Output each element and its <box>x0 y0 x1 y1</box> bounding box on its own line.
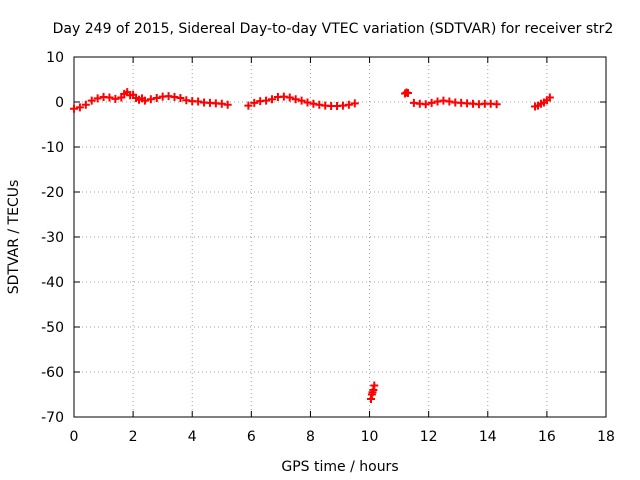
data-point <box>344 100 353 109</box>
chart-title: Day 249 of 2015, Sidereal Day-to-day VTE… <box>53 21 614 37</box>
data-point <box>152 93 161 102</box>
data-point <box>111 94 120 103</box>
y-tick-label: -20 <box>41 185 64 201</box>
y-tick-label: -50 <box>41 320 64 336</box>
data-point <box>427 98 436 107</box>
y-tick-label: -40 <box>41 275 64 291</box>
data-points <box>70 88 554 403</box>
data-point <box>244 101 253 110</box>
data-point <box>291 95 300 104</box>
data-point <box>285 93 294 102</box>
data-point <box>140 96 149 105</box>
x-tick-label: 16 <box>538 429 556 445</box>
data-point <box>223 100 232 109</box>
x-tick-label: 8 <box>306 429 315 445</box>
data-point <box>250 98 259 107</box>
grid <box>74 57 606 417</box>
x-tick-label: 14 <box>479 429 497 445</box>
y-tick-label: -10 <box>41 140 64 156</box>
data-point <box>87 96 96 105</box>
data-point <box>303 98 312 107</box>
x-tick-label: 12 <box>420 429 438 445</box>
data-point <box>75 103 84 112</box>
y-axis-label: SDTVAR / TECUs <box>6 180 22 295</box>
data-point <box>370 381 379 390</box>
x-tick-label: 4 <box>188 429 197 445</box>
axis-ticks: 0 2 4 6 8 10 12 14 16 18 10 0 -10 -20 -30 -40 -50 -60 -70 <box>41 50 615 445</box>
data-point <box>421 100 430 109</box>
data-point <box>297 96 306 105</box>
data-point <box>492 100 501 109</box>
x-tick-label: 0 <box>70 429 79 445</box>
x-tick-label: 10 <box>361 429 379 445</box>
data-point <box>176 93 185 102</box>
data-point <box>81 100 90 109</box>
x-tick-label: 6 <box>247 429 256 445</box>
data-point <box>105 93 114 102</box>
data-point <box>403 89 412 97</box>
data-point <box>70 104 78 113</box>
data-point <box>350 99 359 108</box>
y-tick-label: 10 <box>46 50 64 66</box>
data-point <box>93 94 102 103</box>
y-tick-label: -60 <box>41 365 64 381</box>
x-axis-label: GPS time / hours <box>281 459 398 475</box>
data-point <box>268 95 277 104</box>
data-point <box>545 93 554 102</box>
data-point <box>146 95 155 104</box>
y-tick-label: 0 <box>55 95 64 111</box>
x-tick-label: 18 <box>597 429 615 445</box>
data-point <box>262 96 271 105</box>
x-tick-label: 2 <box>129 429 138 445</box>
y-tick-label: -30 <box>41 230 64 246</box>
y-tick-label: -70 <box>41 410 64 426</box>
